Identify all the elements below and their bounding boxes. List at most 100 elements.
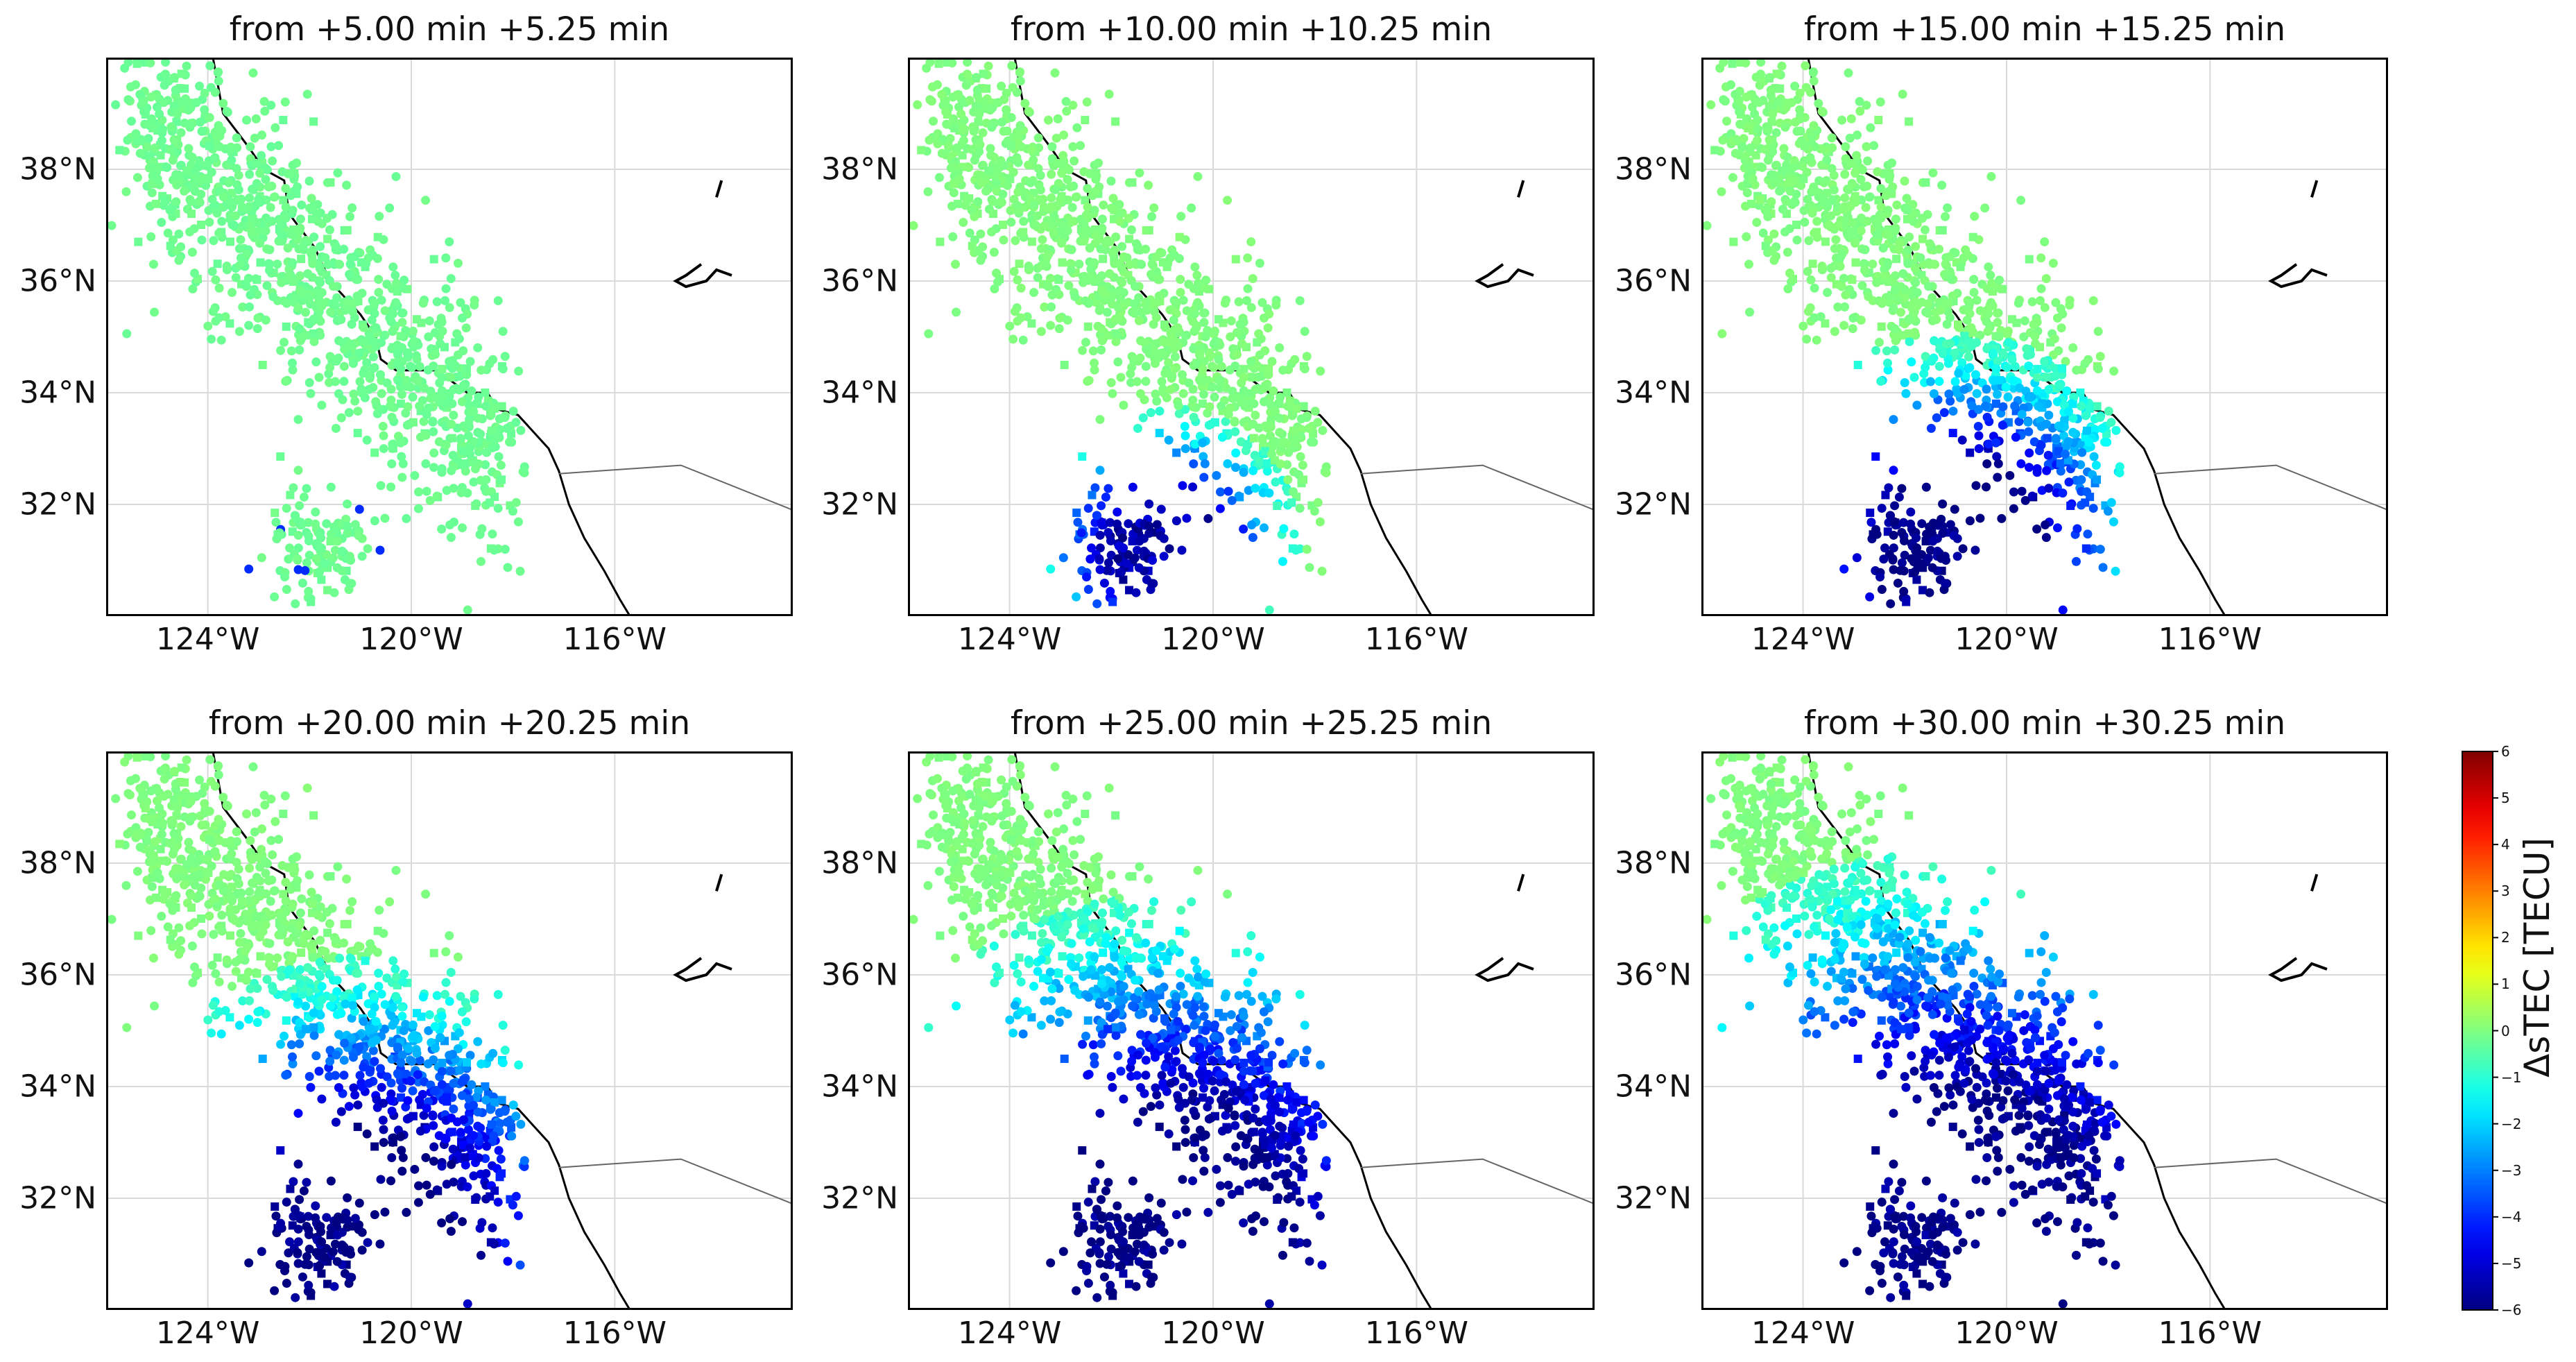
data-point [293, 303, 303, 313]
data-point [1097, 271, 1107, 280]
data-point [1063, 175, 1072, 185]
data-point [1188, 316, 1198, 326]
data-point [976, 229, 986, 239]
data-point [973, 197, 983, 207]
data-point [295, 285, 304, 295]
data-point [1169, 250, 1179, 260]
data-point [438, 364, 447, 373]
data-point [232, 133, 241, 143]
data-point [437, 468, 447, 477]
data-point [516, 425, 526, 435]
data-point [429, 255, 438, 264]
data-point [497, 402, 506, 411]
data-point [207, 334, 216, 344]
data-point [188, 284, 198, 293]
data-point [280, 572, 290, 582]
data-point [1083, 213, 1092, 223]
data-point [1099, 201, 1108, 210]
data-point [1110, 205, 1119, 214]
data-point [476, 365, 486, 375]
data-point [1255, 258, 1264, 268]
data-point [1260, 421, 1270, 431]
data-point [326, 482, 336, 492]
data-point [329, 588, 339, 597]
data-point [1018, 335, 1028, 345]
data-point [511, 418, 521, 427]
data-point [958, 151, 967, 160]
data-point [410, 470, 420, 480]
data-point [471, 501, 480, 510]
data-point [286, 191, 295, 201]
data-point [262, 281, 272, 291]
data-point [1072, 192, 1081, 202]
data-point [123, 95, 133, 105]
panel-title-1: from +5.00 min +5.25 min [229, 10, 670, 49]
data-point [1288, 544, 1297, 553]
data-point [1298, 460, 1307, 470]
data-point [367, 315, 377, 325]
data-point [1113, 519, 1122, 529]
data-point [500, 413, 510, 423]
data-point [396, 438, 406, 448]
data-point [463, 605, 472, 615]
data-point [165, 144, 175, 154]
data-point [165, 205, 175, 215]
data-point [390, 271, 400, 280]
data-point [1083, 504, 1093, 513]
data-point [1047, 193, 1056, 203]
data-point [257, 553, 266, 563]
data-point [1317, 566, 1327, 576]
data-point [1108, 194, 1118, 203]
data-point [500, 545, 510, 554]
data-point [924, 329, 934, 339]
data-point [340, 344, 350, 354]
data-point [981, 186, 991, 196]
data-point [1313, 497, 1323, 507]
data-point [449, 484, 458, 493]
data-point [259, 96, 269, 106]
data-point [496, 460, 506, 470]
data-point [1261, 382, 1270, 391]
data-point [1251, 384, 1260, 394]
data-point [396, 399, 405, 408]
data-point [245, 193, 255, 203]
data-point [970, 155, 979, 165]
data-point [211, 275, 221, 284]
data-point [486, 498, 495, 507]
data-point [949, 188, 959, 198]
data-point [309, 329, 318, 338]
data-point [421, 459, 431, 468]
data-point [993, 98, 1003, 108]
data-point [1111, 329, 1120, 338]
data-point [959, 218, 968, 228]
data-point [1226, 332, 1235, 341]
data-point [187, 210, 196, 219]
data-point [323, 259, 333, 269]
data-point [297, 255, 306, 264]
data-point [339, 361, 349, 371]
data-point [1040, 303, 1049, 312]
data-point [1246, 303, 1256, 312]
data-point [1928, 168, 1938, 178]
data-point [216, 335, 226, 345]
data-point [374, 275, 384, 284]
data-point [348, 307, 358, 316]
data-point [1027, 319, 1036, 328]
data-point [422, 409, 431, 419]
data-point [189, 178, 199, 187]
data-point [440, 296, 450, 305]
data-point [456, 434, 465, 443]
data-point [1271, 407, 1280, 416]
data-point [923, 187, 933, 196]
data-point [231, 273, 241, 282]
data-point [1012, 201, 1022, 210]
data-point [1136, 336, 1146, 346]
data-point [299, 245, 309, 255]
data-point [458, 421, 468, 431]
data-point [377, 296, 386, 305]
data-point [974, 109, 984, 119]
data-point [1049, 228, 1058, 238]
data-point [461, 459, 470, 468]
data-point [194, 162, 203, 172]
data-point [1239, 468, 1248, 477]
